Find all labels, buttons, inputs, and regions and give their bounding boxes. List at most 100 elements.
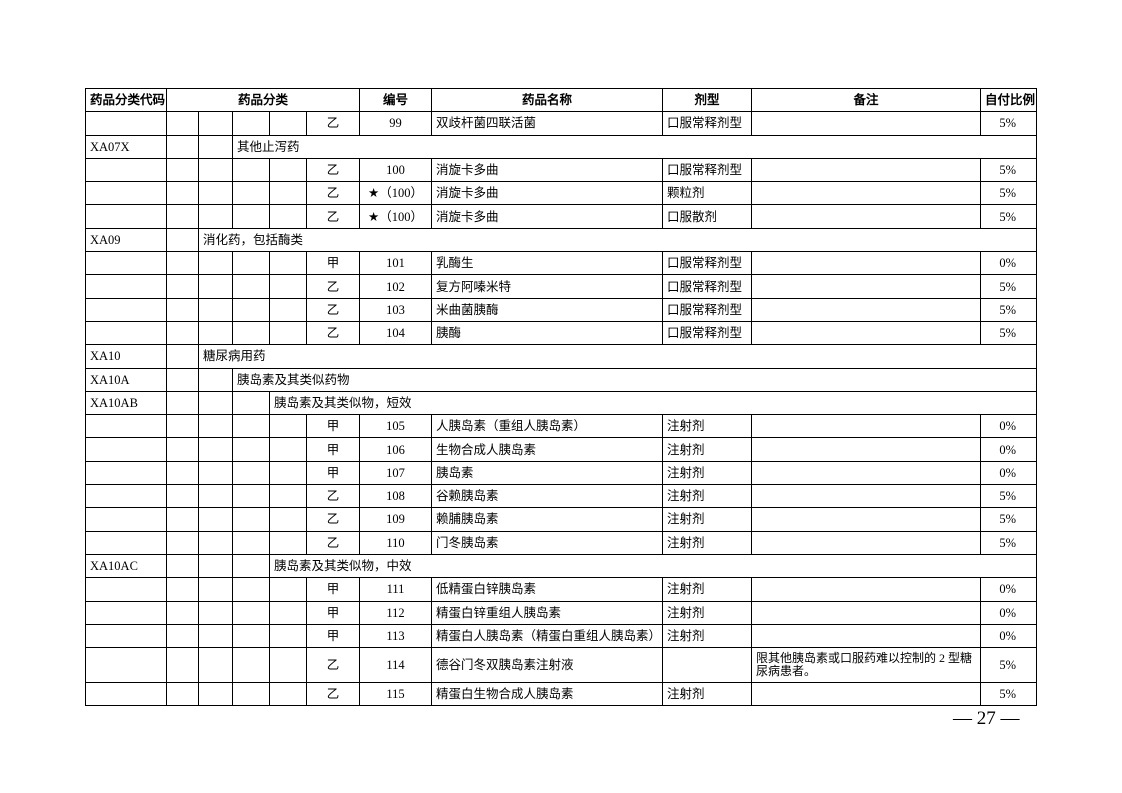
empty-cell [166,297,199,322]
remark [751,460,982,486]
dosage-form: 注射剂 [662,414,753,439]
drug-row: 甲 106 生物合成人胰岛素 注射剂 0% [85,437,1038,462]
empty-cell [166,204,199,229]
drug-row: 乙 ★（100） 消旋卡多曲 颗粒剂 5% [85,181,1038,206]
empty-cell [198,414,233,439]
self-pay-ratio: 5% [980,320,1038,346]
grade: 乙 [305,297,361,322]
drug-number: ★（100） [359,181,433,206]
empty-cell [269,157,307,183]
empty-cell [269,623,307,649]
empty-cell [85,111,167,136]
empty-cell [269,647,307,684]
empty-cell [198,251,233,276]
grade: 甲 [305,623,361,649]
category-row: XA07X 其他止泻药 [85,134,1038,159]
self-pay-ratio: 0% [980,251,1038,276]
empty-cell [269,320,307,346]
drug-name: 消旋卡多曲 [431,181,664,206]
empty-cell [232,437,270,462]
category-name: 胰岛素及其类似物，短效 [268,390,1038,416]
empty-cell [232,507,270,532]
self-pay-ratio: 5% [980,111,1038,136]
empty-cell [269,577,307,602]
drug-number: 111 [359,577,433,602]
drug-row: 乙 110 门冬胰岛素 注射剂 5% [85,530,1038,555]
drug-number: 108 [359,484,433,509]
empty-cell [198,553,233,579]
empty-cell [166,344,199,369]
grade: 乙 [305,181,361,206]
dosage-form: 注射剂 [662,460,753,486]
empty-cell [166,134,199,159]
drug-name: 复方阿嗪米特 [431,274,664,299]
empty-cell [198,530,233,555]
empty-cell [166,682,199,707]
empty-cell [198,297,233,322]
category-name: 消化药，包括酶类 [197,227,1038,253]
empty-cell [85,274,167,299]
header-cell: 自付比例 [980,87,1038,113]
grade: 乙 [305,204,361,229]
drug-row: 乙 109 赖脯胰岛素 注射剂 5% [85,507,1038,532]
drug-row: 乙 115 精蛋白生物合成人胰岛素 注射剂 5% [85,682,1038,707]
empty-cell [166,414,199,439]
self-pay-ratio: 5% [980,274,1038,299]
empty-cell [269,682,307,707]
drug-row: 乙 ★（100） 消旋卡多曲 口服散剂 5% [85,204,1038,229]
remark [751,437,982,462]
header-cell: 药品分类代码 [85,87,167,113]
drug-name: 低精蛋白锌胰岛素 [431,577,664,602]
empty-cell [198,484,233,509]
dosage-form: 口服常释剂型 [662,274,753,299]
empty-cell [166,227,199,253]
empty-cell [232,553,270,579]
empty-cell [232,274,270,299]
category-row: XA10 糖尿病用药 [85,344,1038,369]
dosage-form: 注射剂 [662,577,753,602]
dosage-form [662,647,753,684]
empty-cell [232,414,270,439]
drug-number: 107 [359,460,433,486]
self-pay-ratio: 5% [980,204,1038,229]
empty-cell [198,111,233,136]
remark [751,600,982,625]
drug-name: 消旋卡多曲 [431,204,664,229]
self-pay-ratio: 5% [980,530,1038,555]
empty-cell [166,320,199,346]
dosage-form: 注射剂 [662,507,753,532]
empty-cell [166,437,199,462]
empty-cell [85,181,167,206]
empty-cell [232,484,270,509]
self-pay-ratio: 5% [980,181,1038,206]
self-pay-ratio: 0% [980,414,1038,439]
empty-cell [166,623,199,649]
grade: 乙 [305,484,361,509]
drug-row: 乙 99 双歧杆菌四联活菌 口服常释剂型 5% [85,111,1038,136]
drug-number: 114 [359,647,433,684]
remark [751,484,982,509]
empty-cell [198,507,233,532]
category-name: 糖尿病用药 [197,344,1038,369]
category-code: XA10AB [85,390,167,416]
self-pay-ratio: 5% [980,682,1038,707]
empty-cell [198,390,233,416]
empty-cell [166,530,199,555]
empty-cell [198,181,233,206]
empty-cell [85,647,167,684]
empty-cell [269,111,307,136]
empty-cell [232,623,270,649]
category-name: 其他止泻药 [231,134,1038,159]
empty-cell [166,367,199,392]
empty-cell [85,414,167,439]
header-cell: 编号 [359,87,433,113]
drug-name: 精蛋白锌重组人胰岛素 [431,600,664,625]
empty-cell [269,437,307,462]
grade: 甲 [305,437,361,462]
empty-cell [232,204,270,229]
dosage-form: 注射剂 [662,600,753,625]
grade: 乙 [305,647,361,684]
drug-number: 110 [359,530,433,555]
category-code: XA10 [85,344,167,369]
header-row: 药品分类代码 药品分类 编号 药品名称 剂型 备注 自付比例 [85,87,1038,113]
